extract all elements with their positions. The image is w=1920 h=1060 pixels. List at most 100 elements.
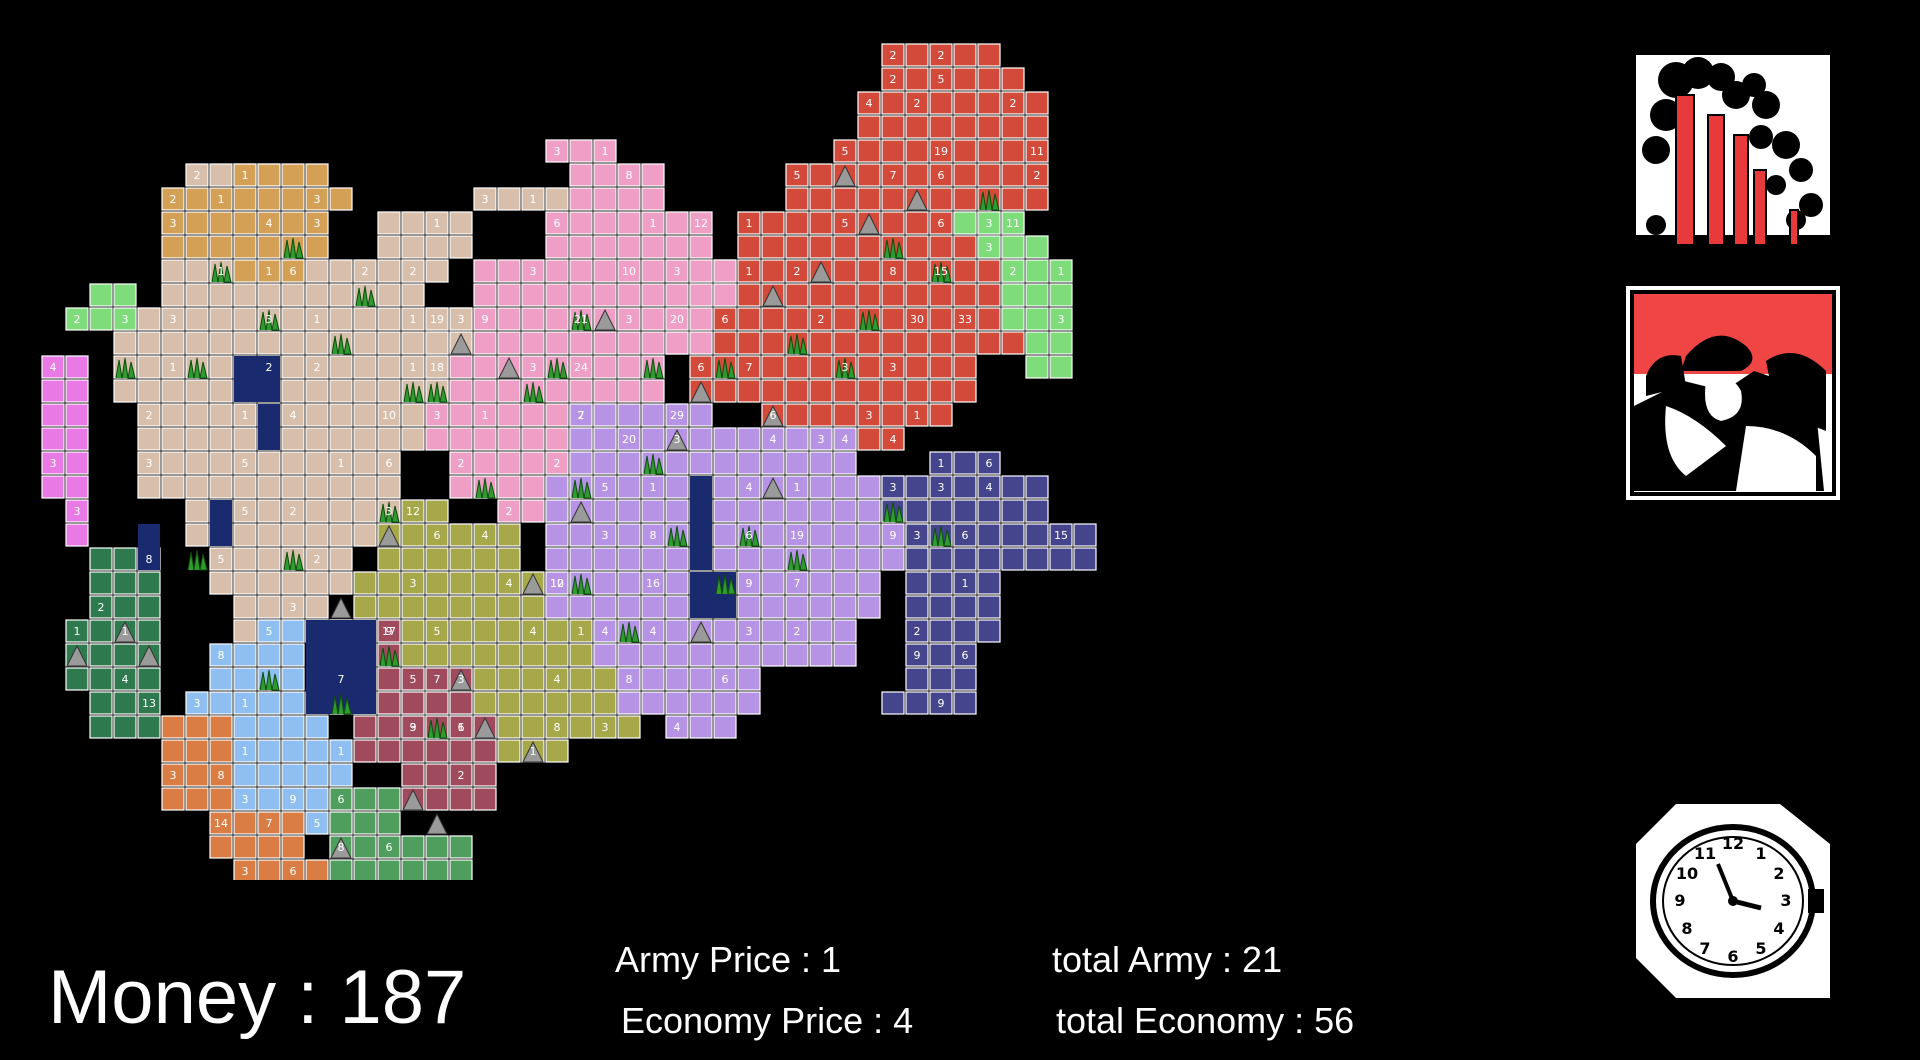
territory-tile[interactable]	[281, 427, 305, 451]
territory-tile[interactable]	[425, 667, 449, 691]
territory-tile[interactable]	[833, 451, 857, 475]
territory-tile[interactable]	[737, 307, 761, 331]
economy-button[interactable]	[1636, 55, 1830, 249]
territory-tile[interactable]	[425, 691, 449, 715]
territory-tile[interactable]	[185, 787, 209, 811]
territory-tile[interactable]	[905, 43, 929, 67]
territory-tile[interactable]	[377, 307, 401, 331]
territory-tile[interactable]	[665, 619, 689, 643]
territory-tile[interactable]	[857, 163, 881, 187]
territory-tile[interactable]	[353, 475, 377, 499]
territory-tile[interactable]	[1001, 91, 1025, 115]
territory-tile[interactable]	[641, 379, 665, 403]
territory-tile[interactable]	[1001, 259, 1025, 283]
territory-tile[interactable]	[713, 715, 737, 739]
territory-tile[interactable]	[377, 403, 401, 427]
territory-tile[interactable]	[713, 259, 737, 283]
territory-tile[interactable]	[761, 235, 785, 259]
territory-tile[interactable]	[497, 475, 521, 499]
territory-tile[interactable]	[761, 547, 785, 571]
territory-tile[interactable]	[713, 499, 737, 523]
territory-tile[interactable]	[593, 523, 617, 547]
territory-tile[interactable]	[761, 211, 785, 235]
territory-tile[interactable]	[617, 331, 641, 355]
territory-tile[interactable]	[665, 235, 689, 259]
territory-tile[interactable]	[569, 667, 593, 691]
territory-tile[interactable]	[593, 595, 617, 619]
territory-tile[interactable]	[113, 331, 137, 355]
territory-tile[interactable]	[569, 139, 593, 163]
territory-tile[interactable]	[209, 163, 233, 187]
territory-tile[interactable]	[833, 403, 857, 427]
territory-tile[interactable]	[785, 211, 809, 235]
territory-tile[interactable]	[905, 643, 929, 667]
territory-tile[interactable]	[137, 595, 161, 619]
territory-tile[interactable]	[185, 307, 209, 331]
territory-tile[interactable]	[545, 187, 569, 211]
territory-tile[interactable]	[785, 427, 809, 451]
territory-tile[interactable]	[257, 499, 281, 523]
territory-tile[interactable]	[737, 379, 761, 403]
territory-tile[interactable]	[257, 643, 281, 667]
territory-tile[interactable]	[377, 475, 401, 499]
territory-tile[interactable]	[401, 331, 425, 355]
territory-tile[interactable]	[329, 499, 353, 523]
territory-tile[interactable]	[905, 163, 929, 187]
territory-tile[interactable]	[833, 187, 857, 211]
territory-tile[interactable]	[377, 451, 401, 475]
territory-tile[interactable]	[377, 427, 401, 451]
territory-tile[interactable]	[497, 571, 521, 595]
territory-tile[interactable]	[521, 499, 545, 523]
territory-tile[interactable]	[41, 403, 65, 427]
territory-tile[interactable]	[113, 667, 137, 691]
territory-tile[interactable]	[857, 427, 881, 451]
territory-tile[interactable]	[833, 331, 857, 355]
territory-tile[interactable]	[617, 475, 641, 499]
territory-tile[interactable]	[281, 763, 305, 787]
territory-tile[interactable]	[65, 307, 89, 331]
territory-tile[interactable]	[929, 595, 953, 619]
territory-tile[interactable]	[161, 283, 185, 307]
territory-tile[interactable]	[233, 283, 257, 307]
territory-tile[interactable]	[425, 403, 449, 427]
territory-tile[interactable]	[593, 235, 617, 259]
territory-tile[interactable]	[809, 187, 833, 211]
territory-tile[interactable]	[425, 523, 449, 547]
territory-tile[interactable]	[353, 859, 377, 880]
territory-tile[interactable]	[329, 283, 353, 307]
territory-tile[interactable]	[905, 355, 929, 379]
territory-tile[interactable]	[257, 739, 281, 763]
territory-tile[interactable]	[833, 643, 857, 667]
territory-tile[interactable]	[89, 547, 113, 571]
territory-tile[interactable]	[353, 595, 377, 619]
territory-tile[interactable]	[497, 379, 521, 403]
territory-tile[interactable]	[881, 91, 905, 115]
territory-tile[interactable]	[65, 475, 89, 499]
territory-tile[interactable]	[569, 403, 593, 427]
territory-tile[interactable]	[689, 643, 713, 667]
territory-tile[interactable]	[89, 643, 113, 667]
territory-tile[interactable]	[881, 403, 905, 427]
territory-tile[interactable]	[545, 739, 569, 763]
territory-tile[interactable]	[305, 547, 329, 571]
territory-tile[interactable]	[233, 187, 257, 211]
territory-tile[interactable]	[209, 811, 233, 835]
territory-tile[interactable]	[617, 259, 641, 283]
territory-tile[interactable]	[929, 283, 953, 307]
territory-tile[interactable]	[977, 139, 1001, 163]
territory-tile[interactable]	[209, 187, 233, 211]
territory-tile[interactable]	[665, 547, 689, 571]
territory-tile[interactable]	[641, 259, 665, 283]
territory-tile[interactable]	[521, 259, 545, 283]
territory-tile[interactable]	[305, 859, 329, 880]
territory-tile[interactable]	[569, 259, 593, 283]
territory-tile[interactable]	[305, 379, 329, 403]
territory-tile[interactable]	[233, 475, 257, 499]
territory-tile[interactable]	[761, 331, 785, 355]
territory-tile[interactable]	[353, 571, 377, 595]
territory-tile[interactable]	[665, 643, 689, 667]
territory-tile[interactable]	[737, 235, 761, 259]
territory-tile[interactable]	[377, 811, 401, 835]
territory-tile[interactable]	[1025, 163, 1049, 187]
